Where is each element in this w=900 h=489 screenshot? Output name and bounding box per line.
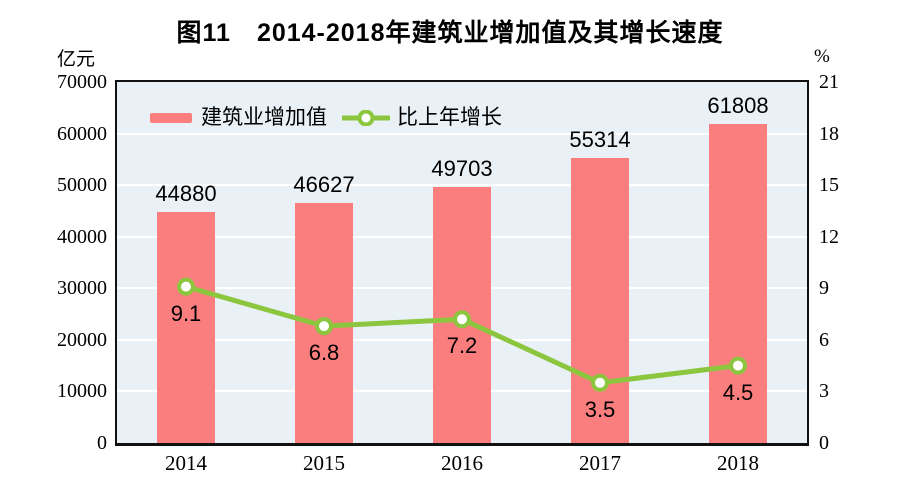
growth-value-label: 4.5 (722, 379, 754, 405)
right-axis-tick: 6 (819, 328, 829, 351)
legend-bar-label: 建筑业增加值 (201, 106, 327, 129)
data-point-marker (315, 317, 333, 336)
growth-value-label: 9.1 (170, 300, 202, 326)
right-axis-tick: 15 (819, 174, 839, 197)
bar-value-label: 49703 (431, 155, 493, 181)
bar-value-label: 46627 (293, 171, 355, 197)
right-axis-tick: 3 (819, 380, 829, 403)
bar-2014 (157, 211, 215, 443)
left-axis-unit: 亿元 (56, 49, 95, 70)
bar-value-label: 55314 (569, 126, 631, 152)
gridline (117, 184, 807, 187)
right-axis-tick: 18 (819, 122, 839, 145)
x-axis-label: 2015 (303, 451, 345, 475)
right-axis-tick: 12 (819, 225, 839, 248)
legend: 建筑业增加值 比上年增长 (150, 104, 502, 132)
left-axis-tick: 50000 (57, 174, 107, 197)
gridline (117, 132, 807, 135)
growth-value-label: 7.2 (446, 333, 478, 359)
growth-value-label: 6.8 (308, 340, 340, 366)
x-axis-label: 2016 (441, 451, 483, 475)
bar-value-label: 44880 (155, 180, 217, 206)
bar-2018 (709, 124, 767, 443)
left-axis-tick: 70000 (57, 71, 107, 93)
x-axis-label: 2018 (717, 451, 759, 475)
data-point-marker (177, 277, 195, 296)
right-axis-tick: 21 (819, 71, 839, 93)
growth-line-layer (177, 277, 747, 392)
figure-number: 图11 (176, 19, 231, 47)
bar-2017 (571, 157, 629, 443)
legend-line-swatch (342, 110, 390, 126)
data-point-marker (729, 356, 747, 375)
x-axis-label: 2014 (165, 451, 207, 475)
x-axis-label: 2017 (579, 451, 621, 475)
right-axis-unit: % (814, 46, 830, 67)
left-axis-tick: 30000 (57, 277, 107, 300)
left-axis-tick: 40000 (57, 225, 107, 248)
bar-value-label: 61808 (707, 93, 769, 119)
legend-line-label: 比上年增长 (397, 106, 502, 129)
left-axis-tick: 60000 (57, 122, 107, 145)
plot-area: 建筑业增加值 比上年增长 44880 46627 49703 55314 61808 9.… (115, 80, 809, 446)
right-axis-tick: 0 (819, 432, 829, 454)
right-axis-tick: 9 (819, 277, 829, 300)
title-text: 2014-2018年建筑业增加值及其增长速度 (256, 19, 724, 47)
data-point-marker (453, 310, 471, 329)
data-point-marker (591, 373, 609, 392)
chart-title: 图11 2014-2018年建筑业增加值及其增长速度 (0, 16, 900, 50)
growth-value-label: 3.5 (584, 396, 616, 422)
left-axis-tick: 10000 (57, 380, 107, 403)
legend-bar-swatch (150, 113, 192, 123)
left-axis-tick: 20000 (57, 328, 107, 351)
left-axis-tick: 0 (97, 432, 107, 454)
